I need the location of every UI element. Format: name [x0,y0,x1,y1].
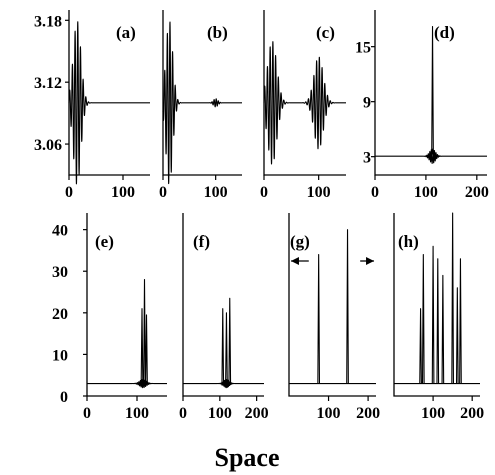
panel-a-trace [68,21,151,185]
panel-b-xtick-label: 100 [204,184,228,201]
panel-f-xtick-label: 200 [245,405,269,422]
panel-a-ytick-label: 3.12 [34,75,62,92]
panel-e-xtick-label: 0 [83,405,91,422]
panel-e-xtick-label: 100 [125,405,149,422]
panel-h-xtick-label: 200 [460,405,484,422]
panel-f-xtick-label: 100 [208,405,232,422]
panel-e-ytick-label: 0 [60,389,68,406]
panel-e-trace [86,279,168,389]
panel-e-ytick-label: 10 [52,347,68,364]
panel-d-ytick-label: 9 [363,95,371,112]
panel-h-trace [393,212,481,385]
panel-a-ytick-label: 3.06 [34,137,62,154]
panel-e-label: (e) [95,232,114,251]
panel-a-xtick-label: 100 [111,184,135,201]
panel-f-xtick-label: 0 [179,405,187,422]
panel-b-trace [162,21,243,185]
panel-f-trace [182,297,265,389]
panel-g-xtick-label: 100 [317,405,341,422]
panel-c-xtick-label: 100 [307,184,331,201]
panel-g-xtick-label: 200 [356,405,380,422]
panel-f-label: (f) [193,232,210,251]
panel-d-ytick-label: 15 [355,40,371,57]
panel-d-trace [374,25,488,164]
panel-g-trace [288,229,377,385]
panel-d-xtick-label: 0 [371,184,379,201]
panel-g-arrow-head [290,257,299,265]
panel-d-xtick-label: 100 [414,184,438,201]
x-axis-label: Space [215,443,280,472]
panel-h-xtick-label: 100 [421,405,445,422]
panel-h-label: (h) [398,232,419,251]
panel-g-label: (g) [290,232,310,251]
panel-d-label: (d) [434,23,455,42]
panel-e-ytick-label: 30 [52,264,68,281]
panel-g-arrow-head [366,257,375,265]
panel-e-ytick-label: 20 [52,306,68,323]
panel-g-axes [288,213,376,397]
panel-d-ytick-label: 3 [363,150,371,167]
panel-e-ytick-label: 40 [52,223,68,240]
panel-d-xtick-label: 200 [465,184,489,201]
panel-a-label: (a) [116,23,136,42]
panel-c-xtick-label: 0 [260,184,268,201]
panel-h-axes [393,213,480,397]
panel-b-label: (b) [207,23,228,42]
panel-c-trace [263,41,347,165]
panel-c-label: (c) [316,23,335,42]
panel-b-xtick-label: 0 [159,184,167,201]
panel-a-ytick-label: 3.18 [34,13,62,30]
panel-a-xtick-label: 0 [65,184,73,201]
